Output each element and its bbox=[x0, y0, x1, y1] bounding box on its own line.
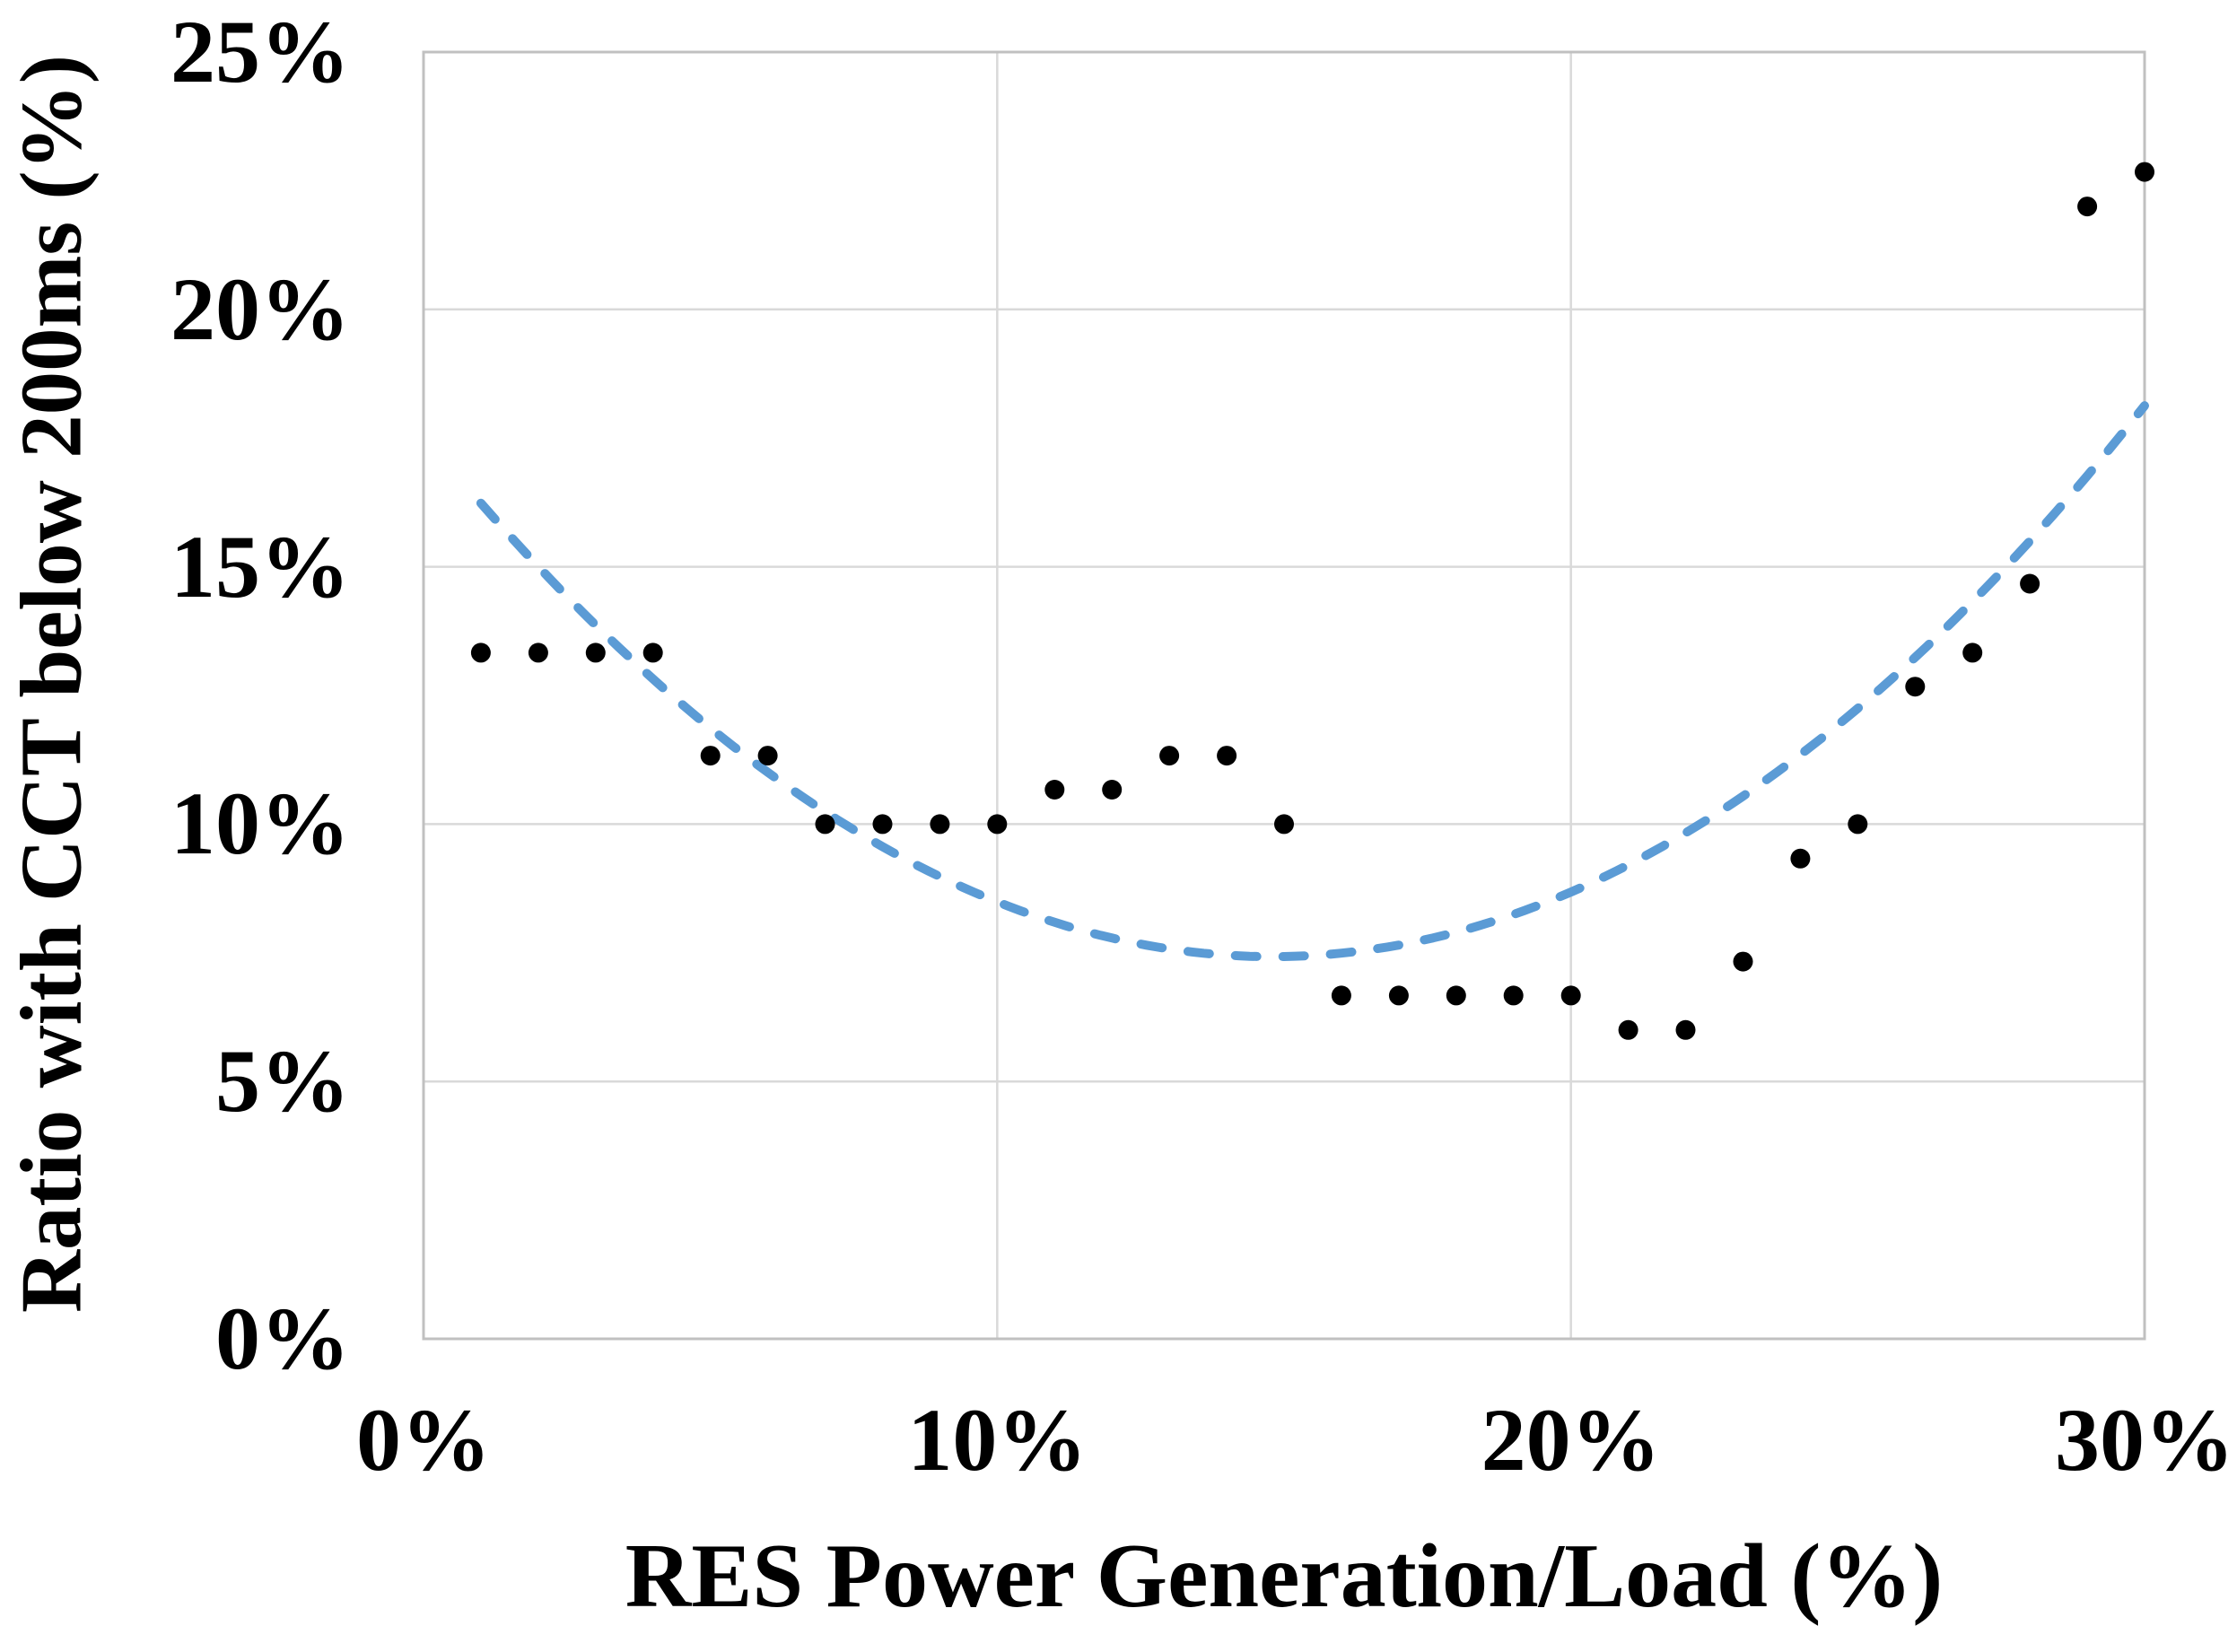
y-tick-label: 20% bbox=[170, 258, 350, 359]
x-tick-label: 0% bbox=[356, 1390, 491, 1490]
data-point bbox=[700, 746, 721, 766]
data-point bbox=[2020, 573, 2040, 594]
data-point bbox=[2135, 162, 2154, 182]
data-point bbox=[528, 642, 548, 663]
y-tick-label: 10% bbox=[170, 774, 350, 874]
y-tick-label: 25% bbox=[170, 2, 350, 101]
data-point bbox=[1159, 746, 1180, 766]
data-point bbox=[1848, 814, 1868, 835]
data-point bbox=[1618, 1019, 1638, 1040]
y-tick-label: 0% bbox=[215, 1289, 350, 1388]
data-point bbox=[1790, 848, 1811, 869]
data-point bbox=[1560, 985, 1581, 1006]
x-tick-label: 10% bbox=[907, 1390, 1088, 1490]
data-point bbox=[872, 814, 893, 835]
data-point bbox=[2077, 197, 2098, 217]
data-point bbox=[1044, 780, 1065, 800]
data-point bbox=[815, 814, 835, 835]
data-point bbox=[1905, 677, 1926, 697]
data-point bbox=[470, 642, 491, 663]
data-point bbox=[1962, 642, 1983, 663]
data-point bbox=[1388, 985, 1409, 1006]
data-point bbox=[1331, 985, 1351, 1006]
data-point bbox=[1675, 1019, 1696, 1040]
data-point bbox=[642, 642, 663, 663]
data-point bbox=[585, 642, 606, 663]
x-tick-label: 30% bbox=[2055, 1390, 2234, 1490]
y-tick-label: 5% bbox=[215, 1031, 350, 1132]
data-point bbox=[1102, 780, 1123, 800]
data-point bbox=[930, 814, 950, 835]
data-point bbox=[1217, 746, 1237, 766]
data-point bbox=[1446, 985, 1466, 1006]
data-point bbox=[1503, 985, 1524, 1006]
data-point bbox=[987, 814, 1008, 835]
plot-border bbox=[422, 50, 2146, 1341]
data-point bbox=[1274, 814, 1294, 835]
y-tick-label: 15% bbox=[170, 516, 350, 616]
data-point bbox=[1733, 951, 1753, 972]
x-axis-title: RES Power Generation/Load (%) bbox=[625, 1525, 1944, 1627]
trendline bbox=[476, 401, 2149, 962]
x-tick-label: 20% bbox=[1481, 1390, 1661, 1490]
y-axis-title: Ratio with CCT below 200ms (%) bbox=[3, 54, 100, 1314]
data-point bbox=[757, 746, 778, 766]
